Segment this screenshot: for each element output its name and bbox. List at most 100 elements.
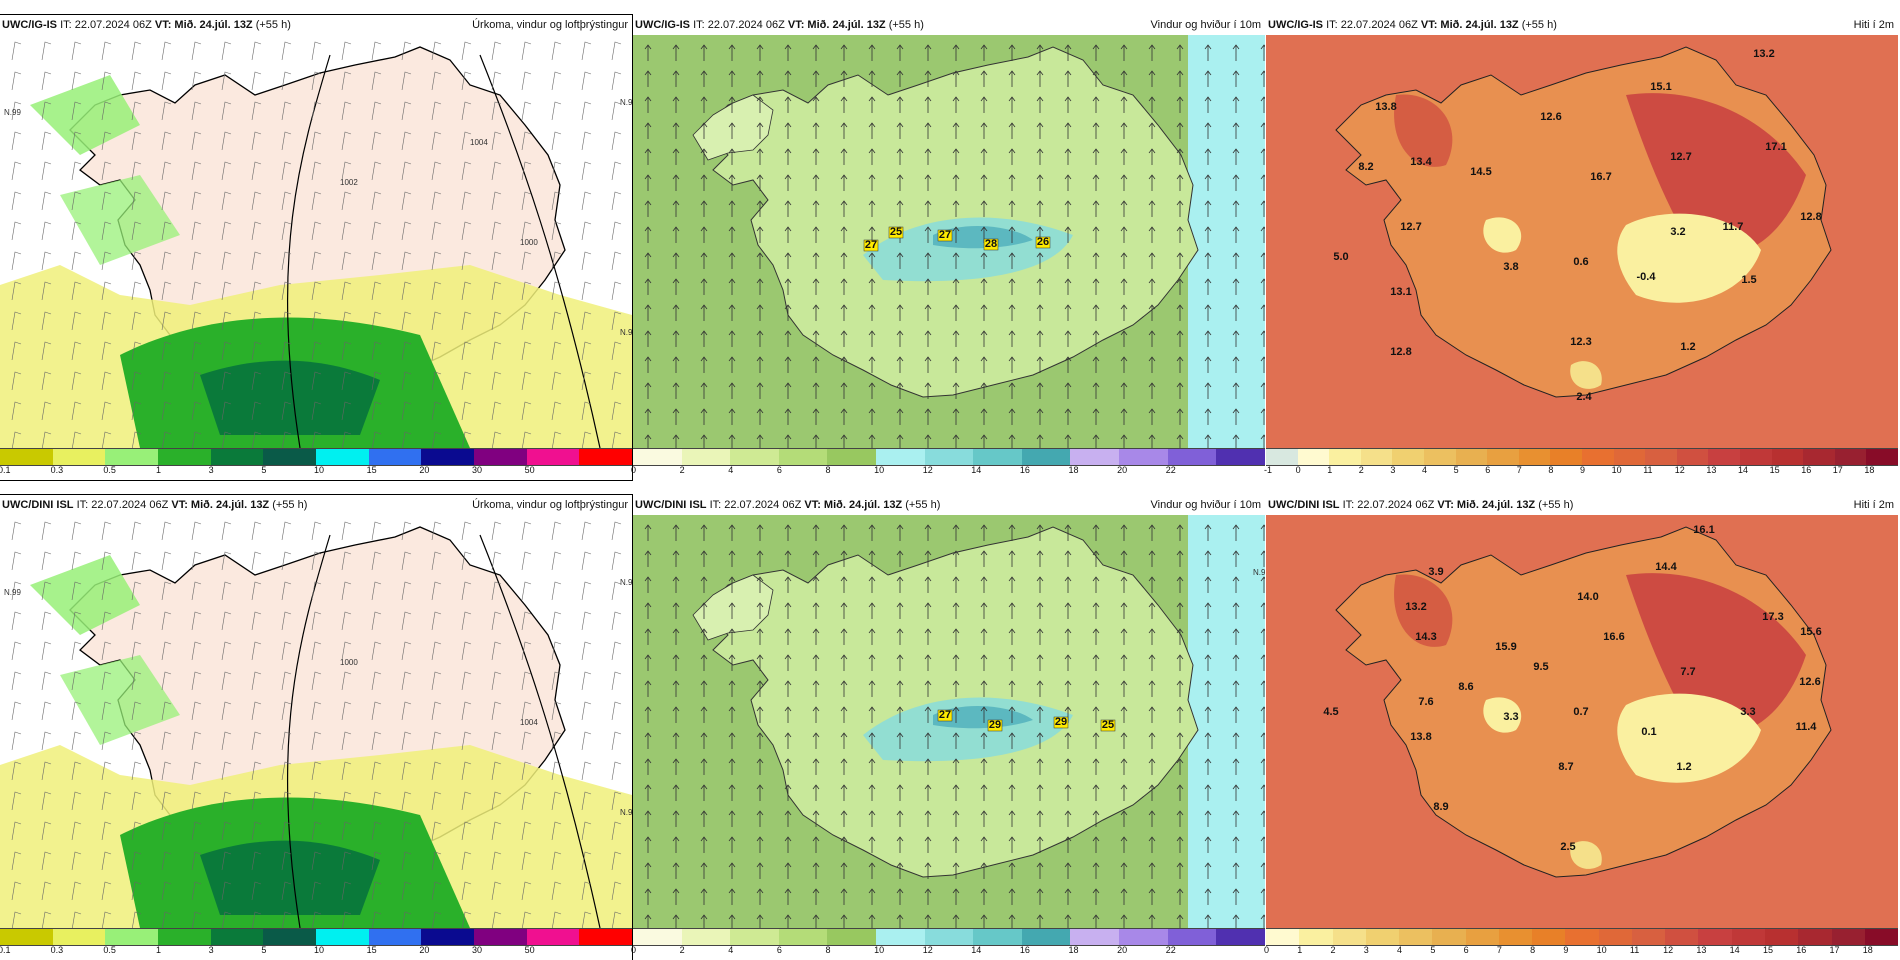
gust-marker xyxy=(937,229,953,242)
colorbar-tick-label: 4 xyxy=(728,945,734,955)
colorbar-tick-label: 0.1 xyxy=(0,945,11,955)
colorbar-tick-label: 3 xyxy=(208,465,214,475)
colorbar-swatch xyxy=(105,449,159,465)
temperature-value: 16.1 xyxy=(1693,524,1714,536)
colorbar-tick-label: 18 xyxy=(1068,465,1079,475)
colorbar-tick-label: 18 xyxy=(1862,945,1873,955)
colorbar-swatch xyxy=(1021,929,1071,945)
colorbar-tick-label: 12 xyxy=(1663,945,1674,955)
colorbar-swatch xyxy=(730,449,779,465)
colorbar-tick-label: 2 xyxy=(679,945,685,955)
colorbar-tick-label: 20 xyxy=(419,465,430,475)
temperature-value: 11.7 xyxy=(1723,221,1744,233)
gust-marker xyxy=(888,226,904,239)
gust-marker xyxy=(863,239,879,252)
colorbar-swatch xyxy=(778,929,828,945)
gust-marker xyxy=(1100,719,1116,732)
colorbar-tick-label: 0 xyxy=(631,465,637,475)
colorbar-tick-label: 5 xyxy=(261,945,267,955)
gust-value: 27 xyxy=(939,709,951,721)
colorbar-swatch xyxy=(1581,449,1614,465)
colorbar-tick-label: 0.5 xyxy=(103,945,116,955)
colorbar-tick-label: 15 xyxy=(1762,945,1773,955)
colorbar-swatch xyxy=(421,929,475,945)
colorbar-tick-label: 12 xyxy=(922,945,933,955)
colorbar-swatch xyxy=(1329,449,1361,465)
colorbar-tick-label: 0.3 xyxy=(50,945,64,955)
temperature-value: 15.9 xyxy=(1495,641,1516,653)
latitude-label: N.99 xyxy=(620,98,632,107)
colorbar-tick-label: 15 xyxy=(1769,465,1780,475)
colorbar-tick-label: 18 xyxy=(1068,945,1079,955)
latitude-label: N.99 xyxy=(1253,568,1265,577)
temperature-value: 5.0 xyxy=(1333,251,1348,263)
colorbar-tick-label: 2 xyxy=(1358,465,1364,475)
temperature-value: 3.2 xyxy=(1670,226,1685,238)
colorbar-legend: 0 2 4 6 8 10 12 14 16 18 20 22 xyxy=(631,928,1265,960)
colorbar-tick-label: 3 xyxy=(1363,945,1369,955)
temperature-value: 12.7 xyxy=(1400,221,1421,233)
colorbar-tick-label: 8 xyxy=(825,465,831,475)
colorbar-swatch xyxy=(105,929,159,945)
colorbar-tick-label: 10 xyxy=(874,465,885,475)
colorbar-swatch xyxy=(1465,929,1499,945)
colorbar-tick-label: 8 xyxy=(825,945,831,955)
temperature-value: 13.2 xyxy=(1405,601,1426,613)
colorbar-swatch xyxy=(1332,929,1366,945)
colorbar-tick-label: 0 xyxy=(1295,465,1301,475)
map-precip-igis: 1002 1000 1004 N.99 N.99 N.99 xyxy=(0,35,632,448)
colorbar-tick-label: 14 xyxy=(971,465,982,475)
colorbar-tick-label: -1 xyxy=(1264,465,1273,475)
temperature-value: -0.4 xyxy=(1637,271,1657,283)
temperature-value: 2.4 xyxy=(1576,391,1592,403)
isobar-label: 1000 xyxy=(520,238,538,247)
colorbar-tick-label: 12 xyxy=(1674,465,1685,475)
colorbar-tick-label: 1 xyxy=(156,465,162,475)
isobar-label: 1000 xyxy=(340,658,358,667)
colorbar-tick-label: 15 xyxy=(366,465,377,475)
colorbar-swatch xyxy=(1021,449,1071,465)
colorbar-legend: 0.1 0.3 0.5 1 3 5 10 15 20 30 50 xyxy=(0,928,633,960)
temperature-value: 12.6 xyxy=(1799,676,1820,688)
colorbar-tick-label: 3 xyxy=(1390,465,1396,475)
colorbar-tick-label: 1 xyxy=(1297,945,1303,955)
panel-title: UWC/DINI ISL IT: 22.07.2024 06Z VT: Mið.… xyxy=(635,499,1261,511)
panel-title: UWC/DINI ISL IT: 22.07.2024 06Z VT: Mið.… xyxy=(2,499,628,511)
gust-marker xyxy=(1053,716,1069,729)
colorbar-swatch xyxy=(1731,929,1765,945)
colorbar-swatch xyxy=(730,929,779,945)
colorbar-swatch xyxy=(579,449,633,465)
colorbar-swatch xyxy=(1598,929,1632,945)
temperature-value: 8.6 xyxy=(1458,681,1473,693)
colorbar-swatch xyxy=(1498,929,1533,945)
colorbar-swatch xyxy=(1665,929,1699,945)
colorbar-tick-label: 10 xyxy=(314,465,325,475)
latitude-label: N.99 xyxy=(620,578,632,587)
temperature-value: 3.3 xyxy=(1503,711,1518,723)
colorbar-tick-label: 7 xyxy=(1516,465,1522,475)
temperature-value: 14.0 xyxy=(1577,591,1598,603)
colorbar-tick-label: 0.1 xyxy=(0,465,11,475)
colorbar-swatch xyxy=(778,449,828,465)
colorbar-tick-label: 20 xyxy=(1117,465,1128,475)
colorbar-swatch xyxy=(1518,449,1551,465)
temperature-value: 1.5 xyxy=(1741,274,1756,286)
panel-wind-igis: UWC/IG-IS IT: 22.07.2024 06Z VT: Mið. 24… xyxy=(631,15,1265,480)
temperature-value: 12.7 xyxy=(1670,151,1691,163)
colorbar-swatch xyxy=(1798,929,1832,945)
temperature-value: 12.6 xyxy=(1540,111,1561,123)
colorbar-swatch xyxy=(1487,449,1519,465)
colorbar-swatch xyxy=(579,929,633,945)
colorbar-swatch xyxy=(1299,929,1333,945)
panel-precip-igis: UWC/IG-IS IT: 22.07.2024 06Z VT: Mið. 24… xyxy=(0,14,633,481)
colorbar-swatch xyxy=(1070,449,1120,465)
temperature-value: 0.1 xyxy=(1641,726,1656,738)
colorbar-tick-label: 15 xyxy=(366,945,377,955)
temperature-value: 16.6 xyxy=(1603,631,1624,643)
temperature-value: 4.5 xyxy=(1323,706,1338,718)
gust-value: 27 xyxy=(865,239,877,251)
temperature-value: 13.1 xyxy=(1390,286,1411,298)
colorbar-swatch xyxy=(0,449,53,465)
temperature-value: 12.8 xyxy=(1800,211,1821,223)
colorbar-tick-label: 10 xyxy=(1611,465,1622,475)
